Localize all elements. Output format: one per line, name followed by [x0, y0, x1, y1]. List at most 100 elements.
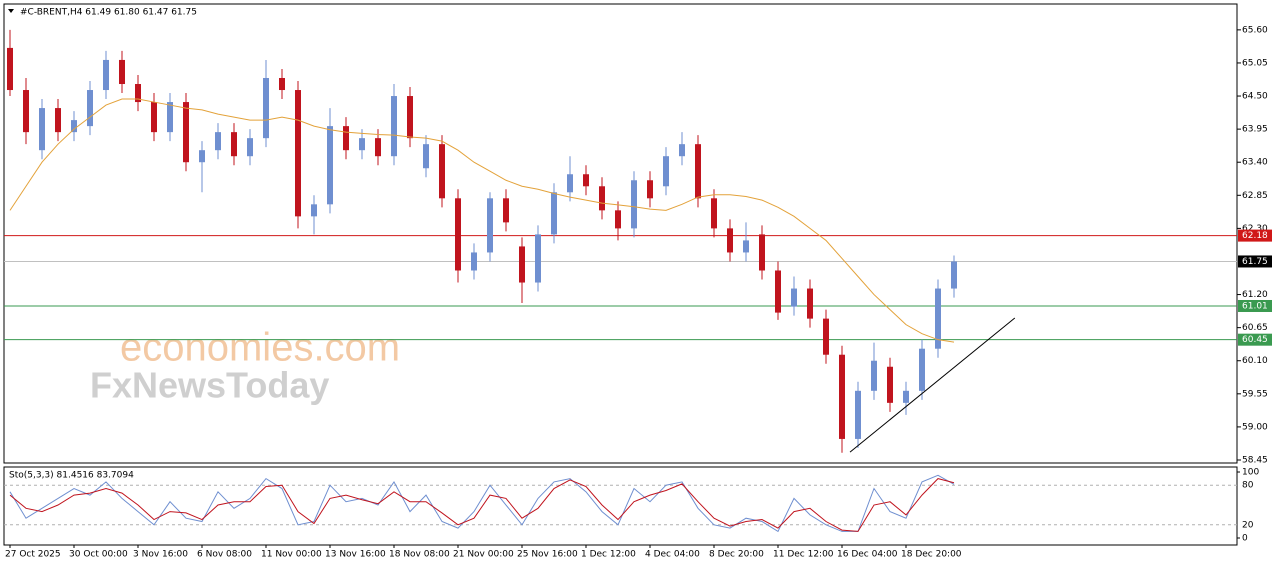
candle-body — [471, 252, 477, 271]
x-tick-label: 11 Nov 00:00 — [261, 550, 322, 560]
candle-body — [903, 390, 909, 403]
y-tick-label: 58.45 — [1242, 455, 1268, 465]
y-tick-label: 65.05 — [1242, 58, 1268, 68]
oscillator-panel — [3, 466, 1238, 546]
y-tick-label: 59.55 — [1242, 389, 1268, 399]
x-tick-label: 30 Oct 00:00 — [69, 550, 128, 560]
candle-body — [583, 174, 589, 187]
candle-body — [391, 96, 397, 157]
candle-body — [199, 150, 205, 163]
candle-body — [343, 126, 349, 151]
candle-body — [871, 360, 877, 391]
y-tick-label: 61.20 — [1242, 290, 1268, 300]
candle-body — [551, 192, 557, 235]
candle-body — [455, 198, 461, 271]
x-tick-label: 1 Dec 12:00 — [581, 550, 636, 560]
x-tick-label: 16 Dec 04:00 — [837, 550, 898, 560]
candle-body — [135, 84, 141, 103]
x-tick-label: 13 Nov 16:00 — [325, 550, 386, 560]
candle-body — [679, 144, 685, 157]
x-tick-label: 11 Dec 12:00 — [773, 550, 834, 560]
moving-average — [9, 98, 955, 343]
candle-body — [183, 102, 189, 163]
candle-body — [119, 59, 125, 85]
candle-body — [663, 156, 669, 187]
x-tick-label: 4 Dec 04:00 — [645, 550, 700, 560]
candle-body — [919, 348, 925, 391]
candle-body — [439, 144, 445, 199]
candle-body — [87, 90, 93, 127]
candle-body — [247, 138, 253, 157]
watermark: FxNewsToday — [90, 365, 329, 406]
osc-tick-label: 100 — [1242, 468, 1259, 478]
candle-body — [487, 198, 493, 253]
candle-body — [839, 354, 845, 439]
x-tick-label: 8 Dec 20:00 — [709, 550, 764, 560]
x-tick-label: 18 Nov 08:00 — [389, 550, 450, 560]
x-tick-label: 27 Oct 2025 — [5, 550, 61, 560]
candle-body — [103, 59, 109, 91]
y-tick-label: 64.50 — [1242, 92, 1268, 102]
candle-body — [23, 90, 29, 133]
candle-body — [807, 288, 813, 319]
candle-body — [263, 77, 269, 139]
candle-body — [519, 246, 525, 283]
y-tick-label: 59.00 — [1242, 422, 1268, 432]
x-tick-label: 6 Nov 08:00 — [197, 550, 252, 560]
watermark: economies.com — [120, 326, 400, 370]
x-tick-label: 3 Nov 16:00 — [133, 550, 188, 560]
osc-tick-label: 20 — [1242, 520, 1254, 530]
level-label: 62.18 — [1242, 231, 1268, 241]
candle-body — [167, 102, 173, 133]
menu-arrow[interactable] — [8, 9, 14, 13]
y-tick-label: 63.40 — [1242, 158, 1268, 168]
candle-body — [327, 126, 333, 205]
candle-body — [631, 180, 637, 229]
candle-body — [407, 96, 413, 139]
osc-line — [9, 474, 955, 533]
osc-line — [9, 478, 955, 532]
level-label: 60.45 — [1242, 335, 1268, 345]
candle-body — [615, 210, 621, 229]
candle-body — [887, 366, 893, 403]
main-panel — [3, 3, 1238, 464]
candle-body — [151, 102, 157, 133]
candle-body — [759, 234, 765, 271]
x-tick-label: 25 Nov 16:00 — [517, 550, 578, 560]
level-label-box — [1238, 229, 1272, 242]
y-tick-label: 60.65 — [1242, 323, 1268, 333]
candle-body — [535, 234, 541, 283]
candle-body — [775, 270, 781, 313]
candle-body — [423, 144, 429, 169]
osc-tick-label: 0 — [1242, 534, 1248, 544]
candle-body — [7, 47, 13, 91]
osc-tick-label: 80 — [1242, 481, 1254, 491]
x-tick-label: 18 Dec 20:00 — [901, 550, 962, 560]
y-tick-label: 60.10 — [1242, 356, 1268, 366]
y-tick-label: 62.85 — [1242, 191, 1268, 201]
candle-body — [935, 288, 941, 349]
level-label-box — [1238, 299, 1272, 312]
trendline — [849, 317, 1016, 453]
y-tick-label: 65.60 — [1242, 25, 1268, 35]
level-label-box — [1238, 333, 1272, 346]
candle-body — [279, 77, 285, 91]
candle-body — [231, 132, 237, 157]
candle-body — [791, 288, 797, 307]
candle-body — [55, 108, 61, 133]
level-label-box — [1238, 255, 1272, 268]
candle-body — [823, 318, 829, 355]
y-tick-label: 62.30 — [1242, 224, 1268, 234]
candle-body — [951, 261, 957, 289]
candle-body — [71, 120, 77, 133]
candle-body — [375, 138, 381, 157]
candle-body — [727, 228, 733, 253]
level-label: 61.01 — [1242, 301, 1268, 311]
x-tick-label: 21 Nov 00:00 — [453, 550, 514, 560]
candle-body — [743, 240, 749, 253]
oscillator-label: Sto(5,3,3) 81.4516 83.7094 — [9, 471, 134, 481]
y-tick-label: 63.95 — [1242, 125, 1268, 135]
candle-body — [599, 186, 605, 211]
candle-body — [503, 198, 509, 223]
